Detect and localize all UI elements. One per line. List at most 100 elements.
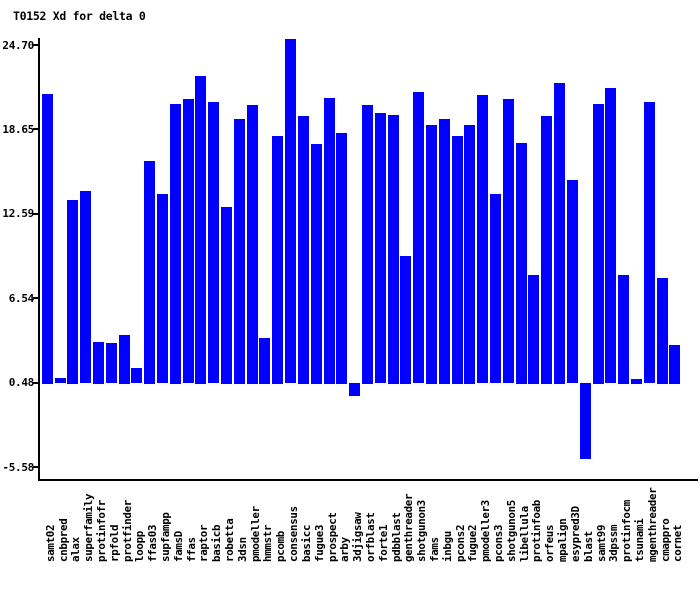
y-tick-mark: [33, 44, 39, 46]
bar: [285, 39, 296, 383]
bar: [452, 136, 463, 384]
x-axis-label: raptor: [197, 524, 210, 562]
x-axis-label: samt02: [44, 524, 57, 562]
x-axis-label: orfblast: [364, 512, 377, 562]
bar: [234, 119, 245, 384]
bar: [259, 338, 270, 384]
bar: [93, 342, 104, 384]
x-axis-label: genthreader: [402, 493, 415, 562]
bar: [183, 99, 194, 383]
y-axis-label: 18.65: [2, 123, 34, 136]
bar: [80, 191, 91, 383]
bar: [298, 116, 309, 384]
x-axis-label: hmmstr: [261, 524, 274, 562]
bar: [477, 95, 488, 383]
bar: [336, 133, 347, 384]
bar: [375, 113, 386, 383]
bar: [426, 125, 437, 384]
x-axis-label: supfampp: [159, 512, 172, 562]
bar: [324, 98, 335, 384]
x-axis-line: [38, 479, 698, 481]
bar: [144, 161, 155, 384]
bar: [605, 88, 616, 383]
y-tick-mark: [33, 382, 39, 384]
x-axis-label: pmodeller3: [479, 499, 492, 562]
x-axis-label: arby: [338, 537, 351, 562]
bar: [657, 278, 668, 384]
x-axis-label: cornet: [671, 524, 684, 562]
bar: [170, 104, 181, 384]
bar: [464, 125, 475, 384]
bar: [42, 94, 53, 384]
bar: [516, 143, 527, 384]
y-axis-label: 24.70: [2, 39, 34, 52]
y-axis-label: 6.54: [8, 292, 35, 305]
bar: [106, 343, 117, 383]
x-axis-label: ffas03: [146, 524, 159, 562]
bar: [439, 119, 450, 384]
bar: [247, 105, 258, 384]
x-axis-label: 3dpssm: [607, 524, 620, 562]
x-axis-label: basicc: [300, 524, 313, 562]
bar: [67, 200, 78, 384]
y-tick-mark: [33, 213, 39, 215]
x-axis-label: protinfocm: [620, 499, 633, 562]
bar: [272, 136, 283, 384]
x-axis-label: famsD: [172, 530, 185, 562]
x-axis-label: protinfoab: [530, 499, 543, 562]
y-axis-label: 0.48: [8, 376, 35, 389]
bar: [413, 92, 424, 383]
bar: [157, 194, 168, 383]
x-axis-label: 3djigsaw: [351, 512, 364, 562]
x-axis-label: alax: [69, 537, 82, 562]
x-axis-label: pcomb: [274, 530, 287, 562]
x-axis-label: orfeus: [543, 524, 556, 562]
bar: [362, 105, 373, 384]
bar: [400, 256, 411, 384]
bar: [618, 275, 629, 384]
x-axis-label: mpalign: [556, 518, 569, 562]
bar: [593, 104, 604, 384]
y-axis-label: -5.58: [2, 461, 34, 474]
bar: [55, 378, 66, 383]
bar: [119, 335, 130, 384]
y-axis-label: 12.59: [2, 207, 34, 220]
bar: [221, 207, 232, 384]
x-axis-label: superfamily: [82, 493, 95, 562]
x-axis-label: shotgunon3: [415, 499, 428, 562]
y-axis-line: [38, 38, 40, 481]
bar: [311, 144, 322, 384]
x-axis-label: mgenthreader: [646, 487, 659, 562]
x-axis-label: inbgu: [441, 530, 454, 562]
x-axis-label: rpfold: [108, 524, 121, 562]
bar: [644, 102, 655, 383]
bar: [349, 383, 360, 396]
x-axis-label: fugue3: [313, 524, 326, 562]
y-tick-mark: [33, 128, 39, 130]
bar: [131, 368, 142, 383]
bar: [195, 76, 206, 384]
x-axis-label: fams: [428, 537, 441, 562]
bar: [490, 194, 501, 383]
x-axis-label: consensus: [287, 506, 300, 562]
bar: [669, 345, 680, 384]
bar: [567, 180, 578, 383]
x-axis-label: forte1: [377, 524, 390, 562]
x-axis-label: protinfofr: [95, 499, 108, 562]
x-axis-label: robetta: [223, 518, 236, 562]
y-tick-mark: [33, 297, 39, 299]
x-axis-label: esypred3D: [569, 506, 582, 562]
x-axis-label: pcons3: [492, 524, 505, 562]
x-axis-label: blast: [582, 530, 595, 562]
bar: [208, 102, 219, 383]
bar: [554, 83, 565, 384]
y-tick-mark: [33, 466, 39, 468]
bar: [541, 116, 552, 384]
bar: [580, 383, 591, 459]
x-axis-label: loopp: [133, 530, 146, 562]
x-axis-label: shotgunon5: [505, 499, 518, 562]
x-axis-label: 3dsn: [236, 537, 249, 562]
bar: [631, 379, 642, 384]
x-axis-label: basicb: [210, 524, 223, 562]
